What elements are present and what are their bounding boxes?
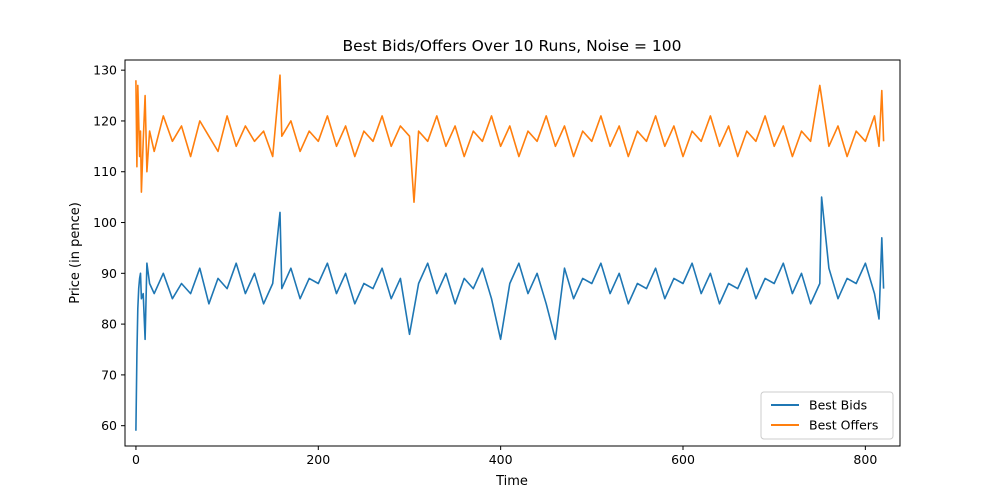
y-tick-label: 80: [101, 317, 117, 332]
y-tick-label: 60: [101, 418, 117, 433]
y-axis-ticks: 60 70 80 90 100 110 120 130: [93, 63, 125, 433]
x-axis-label: Time: [495, 474, 528, 489]
chart-title: Best Bids/Offers Over 10 Runs, Noise = 1…: [342, 37, 681, 55]
plot-area: [124, 59, 901, 447]
legend-box: [760, 391, 894, 440]
x-tick-label: 0: [132, 452, 140, 467]
y-tick-label: 90: [101, 266, 117, 281]
y-tick-label: 120: [93, 113, 117, 128]
y-tick-label: 130: [93, 63, 117, 78]
y-tick-label: 100: [93, 215, 117, 230]
series-line-best-bids: [135, 196, 885, 431]
x-axis-ticks: 0 200 400 600 800: [132, 446, 877, 467]
y-axis-label: Price (in pence): [68, 202, 83, 304]
series-layer: [135, 74, 885, 431]
x-tick-label: 400: [489, 452, 513, 467]
legend: Best Bids Best Offers: [760, 391, 894, 440]
legend-label-best-offers: Best Offers: [809, 418, 878, 433]
x-tick-label: 600: [671, 452, 695, 467]
y-tick-label: 110: [93, 164, 117, 179]
x-tick-label: 800: [853, 452, 877, 467]
series-line-best-offers: [135, 74, 885, 203]
legend-label-best-bids: Best Bids: [809, 398, 867, 413]
y-tick-label: 70: [101, 367, 117, 382]
axes-frame: [124, 59, 901, 447]
x-tick-label: 200: [306, 452, 330, 467]
